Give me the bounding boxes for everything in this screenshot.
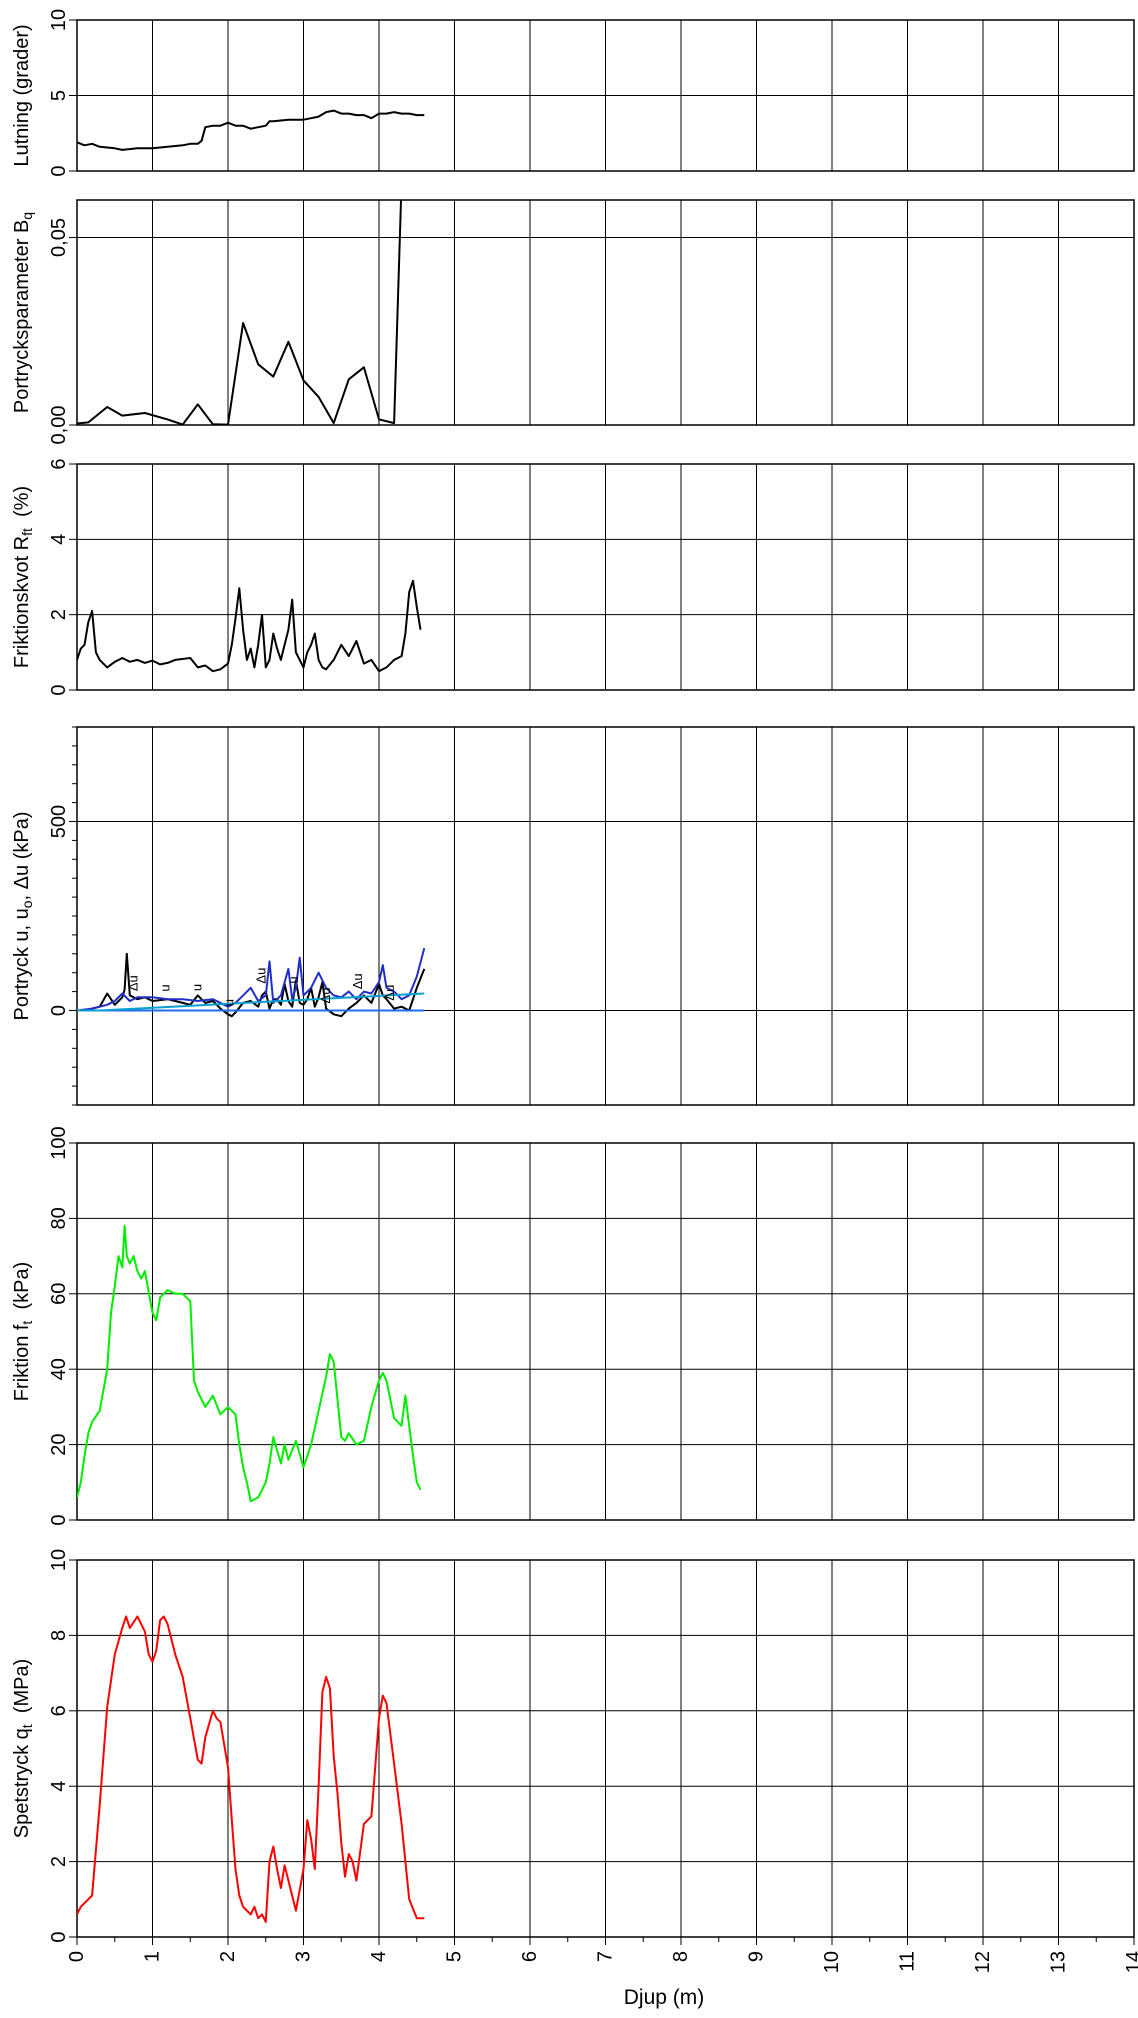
curve-label: Δu [318, 988, 333, 1004]
y-axis-unit: (kPa) [11, 1262, 33, 1321]
y-tick-label: 10 [48, 9, 70, 31]
x-tick-label: 14 [1123, 1951, 1138, 1973]
plot-frame [76, 19, 1135, 172]
y-tick-label: 100 [48, 1126, 70, 1159]
series-line-hydrostatic [77, 992, 425, 1012]
x-tick-label: 0 [66, 1951, 88, 1962]
y-tick-label: 500 [48, 805, 70, 838]
y-tick-label: 0 [48, 1931, 70, 1942]
y-axis-label-rest: , Δu (kPa) [11, 812, 33, 901]
x-tick-label: 9 [746, 1951, 768, 1962]
y-tick-label: 5 [48, 90, 70, 101]
y-axis-label-subscript: t [19, 1321, 35, 1325]
curve-label: u [157, 984, 172, 991]
y-tick-label: 0 [48, 684, 70, 695]
series-line [77, 1615, 425, 1923]
series-line-Δu [77, 947, 426, 1012]
y-tick-label: 10 [48, 1549, 70, 1571]
panel-1: 0 5 10 Lutning (grader) [11, 9, 1135, 177]
series-line [77, 109, 425, 151]
y-axis-unit: (MPa) [11, 1659, 33, 1725]
y-tick-label: 2 [48, 609, 70, 620]
panels-group: 0 5 10 Lutning (grader) 0,00 0,05 Portryckspar… [11, 9, 1135, 1943]
curve-label: Δu [254, 968, 269, 984]
panel-4: 0 500 Portryck u, uo, Δu (kPa) Δu u u u Δu u Δu Δu… [11, 726, 1135, 1106]
x-tick-label: 12 [972, 1951, 994, 1973]
y-axis-label: Portryck u, uo, Δu (kPa) [11, 812, 35, 1021]
x-axis-label: Djup (m) [624, 1986, 705, 2009]
y-axis-label-subscript: t [19, 1724, 35, 1728]
y-axis-label: Lutning (grader) [11, 24, 33, 166]
y-tick-label: 60 [48, 1283, 70, 1305]
x-tick-label: 4 [368, 1951, 390, 1962]
y-tick-label: 0 [48, 1514, 70, 1525]
y-axis-unit: (%) [11, 486, 33, 528]
y-axis-label-subscript: ft [19, 528, 35, 536]
plot-frame [76, 1142, 1135, 1521]
plot-frame [76, 199, 1135, 426]
panel-5: 0 20 40 60 80 100 Friktion ft (kPa) [11, 1126, 1135, 1526]
y-tick-label: 80 [48, 1207, 70, 1229]
y-tick-label: 4 [48, 1781, 70, 1792]
y-tick-label: 6 [48, 1705, 70, 1716]
curve-label: Δu [382, 985, 397, 1001]
x-tick-label: 3 [293, 1951, 315, 1962]
series-line [77, 579, 422, 673]
series-line [77, 200, 403, 425]
x-tick-label: 1 [142, 1951, 164, 1962]
curve-label: u [286, 976, 301, 983]
x-tick-label: 13 [1048, 1951, 1070, 1973]
x-tick-label: 11 [897, 1951, 919, 1972]
curve-label: Δu [125, 975, 140, 991]
x-tick-label: 10 [821, 1951, 843, 1973]
y-tick-label: 0,05 [48, 218, 70, 257]
panel-2: 0,00 0,05 Portrycksparameter Bq [11, 199, 1135, 445]
panel-3: 0 2 4 6 Friktionskvot Rft (%) [11, 458, 1135, 696]
y-axis-label: Portrycksparameter Bq [11, 212, 35, 413]
plot-frame [76, 726, 1135, 1106]
y-tick-label: 6 [48, 458, 70, 469]
y-tick-label: 0 [48, 165, 70, 176]
y-tick-label: 0,00 [48, 406, 70, 445]
series-line-u [77, 952, 426, 1018]
x-tick-label: 5 [444, 1951, 466, 1962]
curve-label: u [222, 999, 237, 1006]
y-axis-label: Friktionskvot Rft (%) [11, 486, 35, 668]
y-tick-label: 40 [48, 1358, 70, 1380]
x-tick-label: 6 [519, 1951, 541, 1962]
x-tick-label: 8 [670, 1951, 692, 1962]
series-line [77, 1224, 422, 1503]
y-tick-label: 8 [48, 1630, 70, 1641]
curve-label: u [190, 984, 205, 991]
y-axis-label: Spetstryck qt (MPa) [11, 1659, 35, 1839]
y-tick-label: 2 [48, 1856, 70, 1867]
x-tick-label: 2 [217, 1951, 239, 1962]
y-axis-label-subscript: q [19, 212, 35, 220]
plot-frame [76, 463, 1135, 691]
panel-6: 0 2 4 6 8 10 Spetstryck qt (MPa) [11, 1549, 1135, 1943]
curve-label: Δu [350, 973, 365, 989]
y-axis-label: Friktion ft (kPa) [11, 1262, 35, 1401]
y-axis-label-subscript: o [19, 900, 35, 908]
x-tick-label: 7 [595, 1951, 617, 1962]
y-tick-label: 4 [48, 534, 70, 545]
y-tick-label: 0 [48, 1005, 70, 1016]
y-tick-label: 20 [48, 1433, 70, 1455]
